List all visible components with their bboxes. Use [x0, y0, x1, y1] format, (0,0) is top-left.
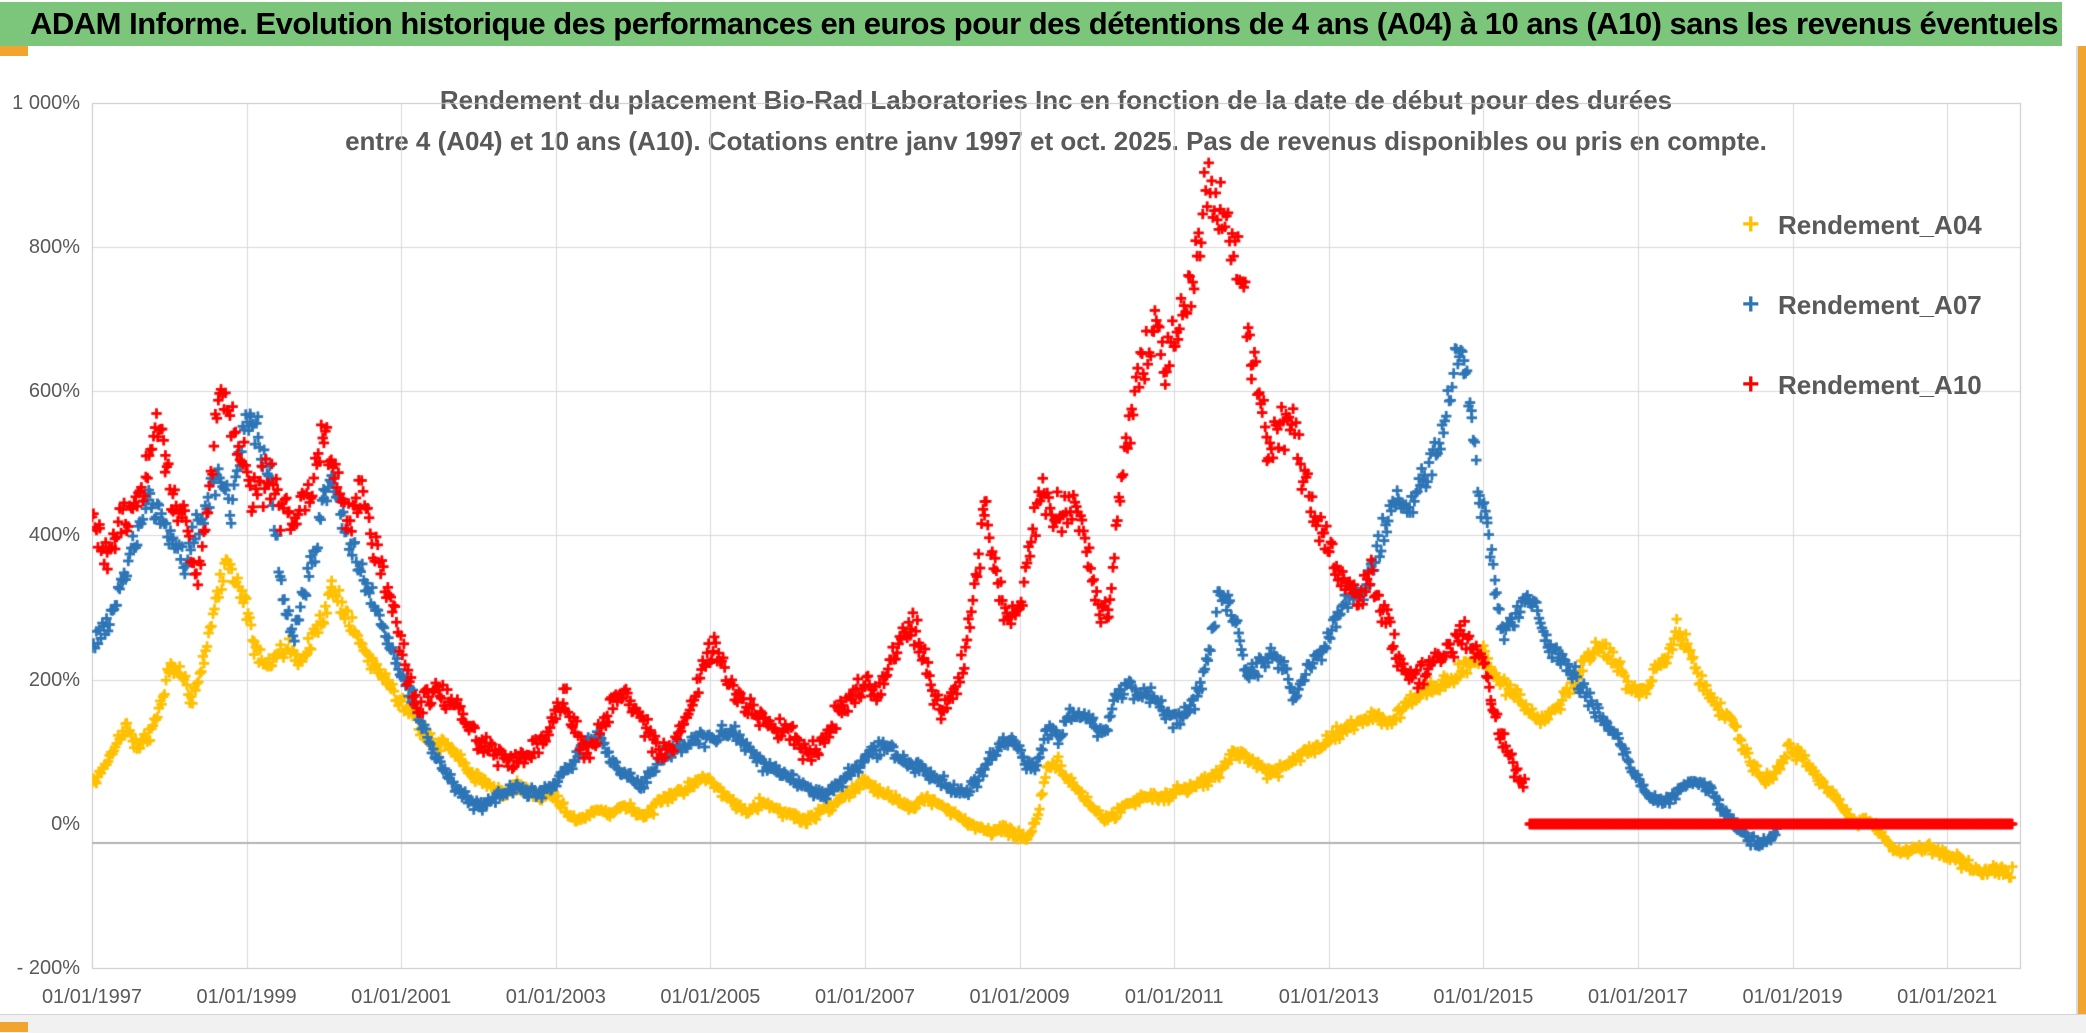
- plus-marker-icon: +: [1742, 208, 1760, 241]
- y-tick-label: 400%: [28, 524, 80, 547]
- x-tick-label: 01/01/2005: [660, 986, 761, 1008]
- bottom-status-strip: [0, 1014, 2086, 1033]
- x-tick-label: 01/01/2011: [1124, 986, 1224, 1008]
- x-tick-label: 01/01/1999: [196, 986, 297, 1008]
- x-tick-label: 01/01/2021: [1897, 986, 1998, 1008]
- y-tick-label: 600%: [28, 380, 80, 403]
- x-tick-label: 01/01/2001: [351, 986, 452, 1008]
- legend-item-a07: + Rendement_A07: [1742, 278, 2012, 332]
- right-edge-orange-strip: [2078, 46, 2086, 1032]
- x-tick-label: 01/01/2003: [505, 986, 606, 1008]
- legend-label: Rendement_A07: [1778, 289, 1982, 320]
- legend: + Rendement_A04 + Rendement_A07 + Rendem…: [1742, 198, 2012, 438]
- x-tick-label: 01/01/1997: [41, 986, 143, 1008]
- y-tick-label: 800%: [28, 235, 80, 258]
- x-tick-label: 01/01/2007: [814, 986, 916, 1008]
- plus-marker-icon: +: [1742, 368, 1760, 401]
- legend-item-a10: + Rendement_A10: [1742, 358, 2012, 412]
- legend-item-a04: + Rendement_A04: [1742, 198, 2012, 252]
- y-tick-label: 200%: [28, 668, 80, 691]
- bottom-left-orange-tab: [0, 1022, 28, 1032]
- y-tick-label: - 200%: [16, 957, 80, 980]
- legend-label: Rendement_A10: [1778, 369, 1982, 400]
- y-tick-label: 1 000%: [12, 91, 80, 114]
- chart-outer-border: [2076, 46, 2078, 1032]
- x-tick-label: 01/01/2017: [1587, 986, 1689, 1008]
- x-tick-label: 01/01/2009: [969, 986, 1070, 1008]
- x-tick-label: 01/01/2015: [1433, 986, 1534, 1008]
- legend-label: Rendement_A04: [1778, 209, 1982, 240]
- x-tick-label: 01/01/2013: [1278, 986, 1379, 1008]
- x-tick-label: 01/01/2019: [1742, 986, 1843, 1008]
- y-tick-label: 0%: [51, 813, 80, 835]
- plus-marker-icon: +: [1742, 288, 1760, 321]
